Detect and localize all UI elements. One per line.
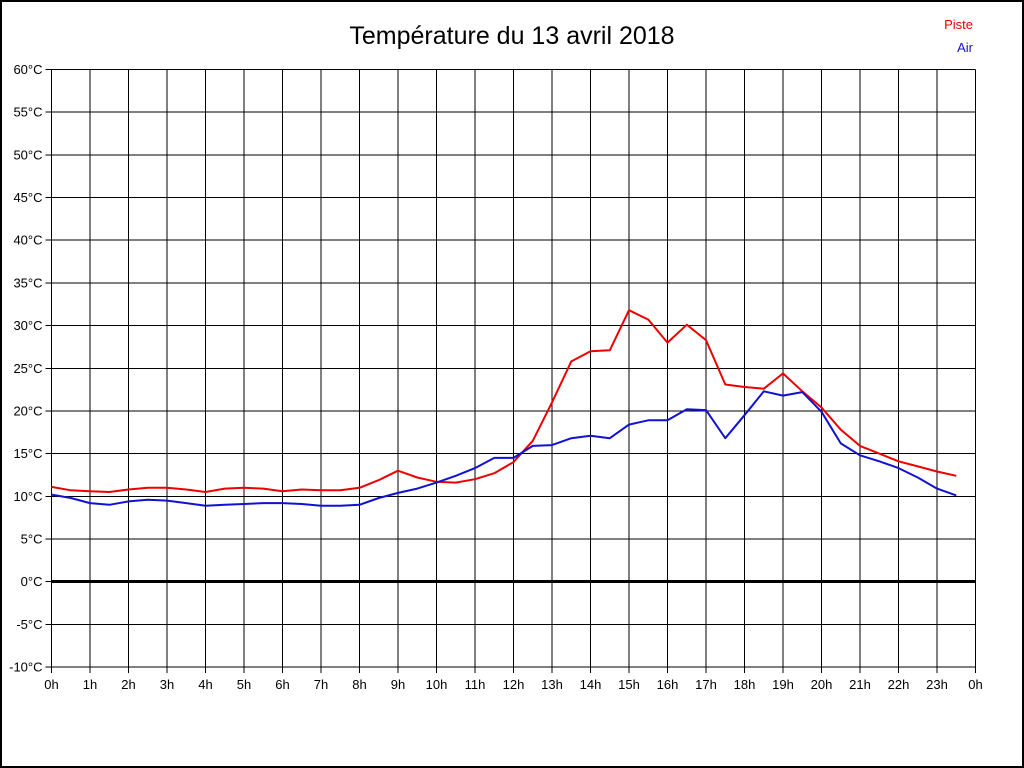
x-tick-label: 17h — [695, 677, 717, 692]
x-tick-label: 10h — [426, 677, 448, 692]
y-tick-label: 30°C — [13, 318, 42, 333]
x-tick-label: 19h — [772, 677, 794, 692]
legend-label-piste: Piste — [944, 17, 973, 32]
y-tick-label: 0°C — [21, 574, 43, 589]
y-tick-label: 55°C — [13, 105, 42, 120]
y-tick-label: 35°C — [13, 275, 42, 290]
x-tick-label: 23h — [926, 677, 948, 692]
x-tick-label: 12h — [503, 677, 525, 692]
series-line-air — [51, 390, 957, 507]
x-tick-label: 1h — [83, 677, 97, 692]
y-tick-label: 60°C — [13, 62, 42, 77]
y-tick-label: 50°C — [13, 147, 42, 162]
x-tick-label: 20h — [811, 677, 833, 692]
legend-item-piste: Piste — [944, 13, 973, 36]
x-tick-label: 18h — [734, 677, 756, 692]
y-tick-label: 5°C — [21, 531, 43, 546]
x-tick-label: 2h — [121, 677, 135, 692]
x-tick-label: 11h — [465, 677, 486, 692]
y-tick-label: 20°C — [13, 403, 42, 418]
x-tick-label: 0h — [44, 677, 58, 692]
x-tick-label: 14h — [580, 677, 602, 692]
x-tick-label: 21h — [849, 677, 871, 692]
x-tick-label: 8h — [352, 677, 366, 692]
legend-label-air: Air — [957, 40, 973, 55]
legend: Piste Air — [944, 13, 973, 59]
x-tick-label: 22h — [888, 677, 910, 692]
x-tick-label: 15h — [618, 677, 640, 692]
x-tick-label: 13h — [541, 677, 563, 692]
y-tick-label: -5°C — [16, 617, 42, 632]
x-tick-label: 0h — [968, 677, 982, 692]
x-tick-label: 5h — [237, 677, 251, 692]
x-tick-label: 9h — [391, 677, 405, 692]
x-tick-label: 7h — [314, 677, 328, 692]
y-tick-label: 25°C — [13, 361, 42, 376]
x-tick-label: 3h — [160, 677, 174, 692]
y-tick-label: -10°C — [9, 660, 42, 675]
y-tick-label: 15°C — [13, 446, 42, 461]
series-line-piste — [51, 309, 957, 493]
legend-item-air: Air — [944, 36, 973, 59]
x-tick-label: 16h — [657, 677, 679, 692]
y-tick-label: 10°C — [13, 489, 42, 504]
x-tick-label: 6h — [275, 677, 289, 692]
y-tick-label: 45°C — [13, 190, 42, 205]
x-tick-label: 4h — [198, 677, 212, 692]
chart-title: Température du 13 avril 2018 — [349, 22, 675, 50]
y-tick-label: 40°C — [13, 233, 42, 248]
